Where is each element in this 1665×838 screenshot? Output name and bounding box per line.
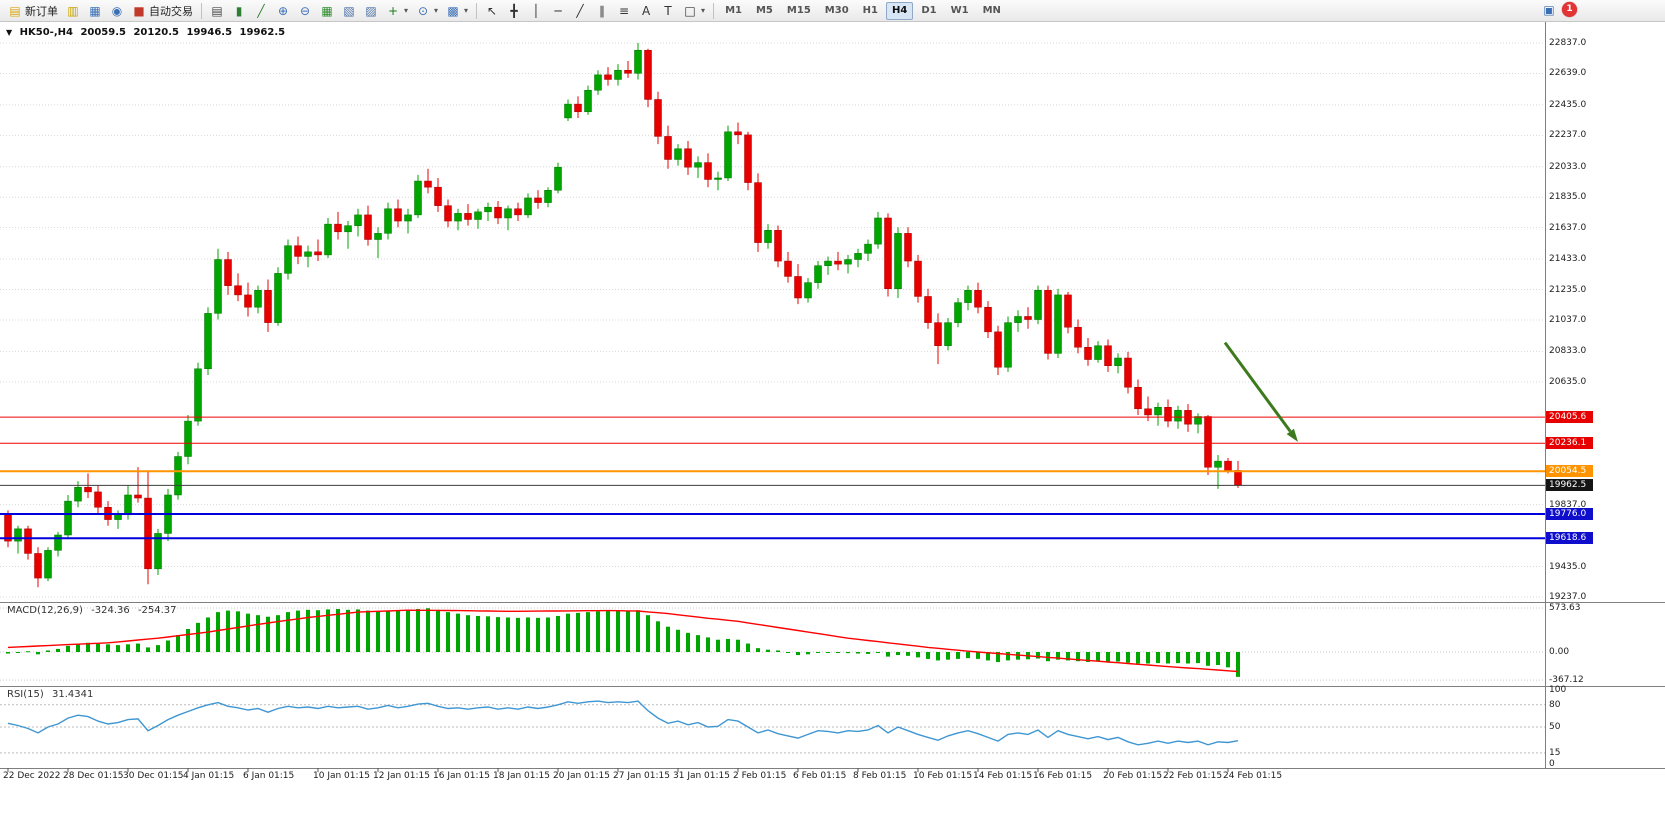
horizontal-line-icon: ─ bbox=[554, 3, 562, 18]
chart-marker-icon: ▼ bbox=[6, 28, 13, 37]
timeframe-m5-button[interactable]: M5 bbox=[755, 4, 773, 16]
timeframe-h4-button[interactable]: H4 bbox=[885, 1, 914, 20]
time-axis-ticks bbox=[7, 768, 1229, 772]
channel-button[interactable]: ∥ bbox=[591, 2, 613, 20]
fibonacci-icon: ≡ bbox=[619, 3, 630, 18]
new-chart-button[interactable]: ▧ bbox=[338, 2, 360, 20]
vertical-line-icon: │ bbox=[532, 3, 540, 18]
shapes-icon: □ bbox=[684, 3, 696, 18]
trendline-icon: ╱ bbox=[576, 3, 584, 18]
new-chart-icon: ▧ bbox=[343, 3, 355, 18]
chart-close-value: 19962.5 bbox=[239, 27, 286, 38]
rsi-value: 31.4341 bbox=[51, 689, 94, 700]
dropdown-caret-icon: ▾ bbox=[464, 6, 469, 15]
candlestick-icon: ▮ bbox=[235, 3, 243, 18]
grid-layer bbox=[0, 42, 1545, 754]
fibonacci-button[interactable]: ≡ bbox=[613, 2, 635, 20]
panel-dividers bbox=[0, 22, 1665, 769]
notification-badge[interactable]: 1 bbox=[1562, 2, 1577, 17]
crosshair-icon: ╋ bbox=[510, 3, 518, 18]
dropdown-caret-icon: ▾ bbox=[701, 6, 706, 15]
horizontal-lines bbox=[0, 416, 1545, 540]
market-watch-button[interactable]: ▦ bbox=[84, 2, 106, 20]
toolbar-right-group: ▣ 1 bbox=[1542, 2, 1577, 17]
market-watch-icon: ▦ bbox=[89, 3, 101, 18]
zoom-out-button[interactable]: ⊖ bbox=[294, 2, 316, 20]
zoom-in-icon: ⊕ bbox=[277, 3, 289, 18]
timeframe-d1-button[interactable]: D1 bbox=[921, 4, 937, 16]
macd-signal-line bbox=[7, 609, 1239, 673]
chart-profiles-button[interactable]: ▥ bbox=[62, 2, 84, 20]
templates-button[interactable]: ▩ ▾ bbox=[442, 2, 472, 20]
bar-chart-icon: ▤ bbox=[211, 3, 223, 18]
chart-high-value: 20120.5 bbox=[133, 27, 180, 38]
cursor-icon: ↖ bbox=[487, 3, 498, 18]
toolbar-separator bbox=[476, 2, 478, 19]
macd-histogram bbox=[6, 608, 1240, 677]
timeframe-m1-button[interactable]: M1 bbox=[725, 4, 742, 16]
dropdown-caret-icon: ▾ bbox=[404, 6, 409, 15]
text-label-icon: T bbox=[664, 3, 672, 18]
rsi-label: RSI(15) 31.4341 bbox=[7, 689, 98, 700]
timeframe-w1-button[interactable]: W1 bbox=[950, 4, 969, 16]
rsi-name: RSI(15) bbox=[7, 689, 44, 700]
arrange-windows-icon: ▨ bbox=[365, 3, 377, 18]
autotrading-button[interactable]: ■ 自动交易 bbox=[128, 2, 197, 20]
line-chart-icon: ╱ bbox=[257, 3, 265, 18]
community-icon[interactable]: ▣ bbox=[1543, 2, 1555, 17]
horizontal-line-button[interactable]: ─ bbox=[547, 2, 569, 20]
toolbar: ▤ 新订单 ▥ ▦ ◉ ■ 自动交易 ▤ ▮ ╱ ⊕ ⊖ ▦ ▧ ▨ + ▾ ⊙ ▾ ▩ ▾ ↖ ╋ │ ─ ╱ ∥ ≡ A T □ ▾ M1 M… bbox=[0, 0, 1665, 22]
zoom-in-button[interactable]: ⊕ bbox=[272, 2, 294, 20]
cursor-button[interactable]: ↖ bbox=[481, 2, 503, 20]
timeframe-m15-button[interactable]: M15 bbox=[786, 4, 811, 16]
vertical-line-button[interactable]: │ bbox=[525, 2, 547, 20]
text-label-button[interactable]: T bbox=[657, 2, 679, 20]
trend-arrow-annotation bbox=[1223, 341, 1298, 442]
autotrading-icon: ■ bbox=[133, 3, 145, 18]
dropdown-caret-icon: ▾ bbox=[434, 6, 439, 15]
text-button[interactable]: A bbox=[635, 2, 657, 20]
candlestick-chart-button[interactable]: ▮ bbox=[228, 2, 250, 20]
tile-windows-icon: ▦ bbox=[321, 3, 333, 18]
chart-open-value: 20059.5 bbox=[80, 27, 126, 38]
macd-name: MACD(12,26,9) bbox=[7, 605, 83, 616]
macd-signal-value: -254.37 bbox=[137, 605, 177, 616]
profiles-icon: ▥ bbox=[67, 3, 79, 18]
timeframe-m30-button[interactable]: M30 bbox=[824, 4, 849, 16]
toolbar-separator bbox=[713, 2, 715, 19]
crosshair-button[interactable]: ╋ bbox=[503, 2, 525, 20]
candlestick-series bbox=[4, 43, 1242, 588]
periods-button[interactable]: ⊙ ▾ bbox=[412, 2, 442, 20]
arrange-windows-button[interactable]: ▨ bbox=[360, 2, 382, 20]
autotrading-button-label: 自动交易 bbox=[149, 4, 193, 18]
clock-icon: ⊙ bbox=[417, 3, 429, 18]
new-order-button-label: 新订单 bbox=[25, 4, 58, 18]
help-icon: ◉ bbox=[111, 3, 123, 18]
template-icon: ▩ bbox=[447, 3, 459, 18]
text-icon: A bbox=[641, 3, 651, 18]
indicators-button[interactable]: + ▾ bbox=[382, 2, 412, 20]
chart-low-value: 19946.5 bbox=[186, 27, 233, 38]
new-order-icon: ▤ bbox=[9, 3, 21, 18]
shapes-button[interactable]: □ ▾ bbox=[679, 2, 709, 20]
rsi-line bbox=[7, 700, 1239, 746]
zoom-out-icon: ⊖ bbox=[299, 3, 311, 18]
toolbar-separator bbox=[201, 2, 202, 19]
bar-chart-button[interactable]: ▤ bbox=[206, 2, 228, 20]
help-button[interactable]: ◉ bbox=[106, 2, 128, 20]
line-chart-button[interactable]: ╱ bbox=[250, 2, 272, 20]
macd-main-value: -324.36 bbox=[91, 605, 130, 616]
channel-icon: ∥ bbox=[599, 3, 606, 18]
new-order-button[interactable]: ▤ 新订单 bbox=[4, 2, 62, 20]
tile-windows-button[interactable]: ▦ bbox=[316, 2, 338, 20]
timeframe-mn-button[interactable]: MN bbox=[982, 4, 1001, 16]
trendline-button[interactable]: ╱ bbox=[569, 2, 591, 20]
macd-label: MACD(12,26,9) -324.36 -254.37 bbox=[7, 605, 182, 616]
indicators-icon: + bbox=[387, 3, 399, 18]
chart-symbol-period: HK50-,H4 bbox=[19, 27, 73, 38]
timeframe-h1-button[interactable]: H1 bbox=[862, 4, 878, 16]
chart-header: ▼ HK50-,H4 20059.5 20120.5 19946.5 19962… bbox=[6, 27, 289, 38]
